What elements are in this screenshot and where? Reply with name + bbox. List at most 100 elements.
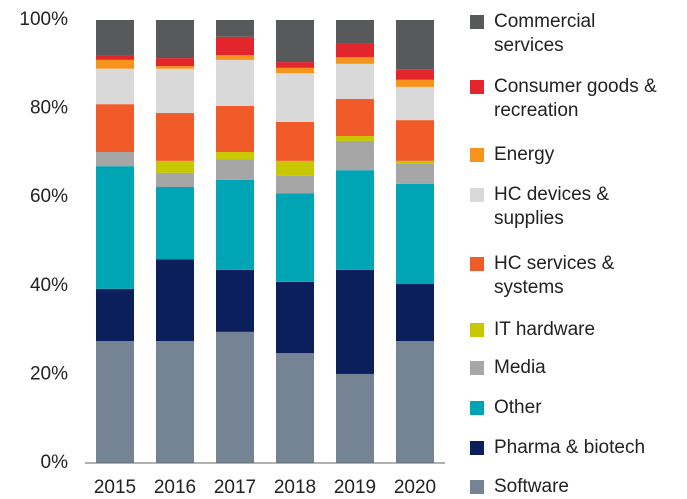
bar-segment bbox=[276, 67, 314, 74]
legend-swatch bbox=[470, 361, 484, 375]
bar-segment bbox=[336, 43, 374, 58]
bar-segment bbox=[276, 160, 314, 176]
y-tick-label: 0% bbox=[41, 452, 69, 473]
bar-segment bbox=[96, 59, 134, 69]
bar-segment bbox=[396, 163, 434, 184]
bar-segment bbox=[96, 341, 134, 463]
legend-swatch bbox=[470, 480, 484, 494]
bar-segment bbox=[216, 179, 254, 270]
bar-segment bbox=[216, 54, 254, 60]
bar-segment bbox=[276, 121, 314, 161]
bar-segment bbox=[396, 20, 434, 70]
x-tick-label: 2015 bbox=[94, 477, 136, 498]
legend-item: Commercial services bbox=[470, 10, 666, 58]
bar-segment bbox=[396, 69, 434, 80]
legend-item: Pharma & biotech bbox=[470, 436, 666, 460]
legend-swatch bbox=[470, 15, 484, 29]
bar-segment bbox=[336, 269, 374, 374]
bar-segment bbox=[216, 269, 254, 332]
bar-segment bbox=[156, 20, 194, 59]
y-tick-label: 60% bbox=[30, 186, 68, 207]
y-tick-label: 100% bbox=[19, 9, 68, 30]
legend-label: Media bbox=[494, 357, 546, 378]
bar-segment bbox=[276, 193, 314, 282]
bar-segment bbox=[216, 331, 254, 463]
bar-segment bbox=[396, 341, 434, 463]
legend-label: HC services & systems bbox=[494, 253, 615, 298]
bar-segment bbox=[396, 183, 434, 285]
legend-item: IT hardware bbox=[470, 318, 666, 342]
bar-segment bbox=[156, 341, 194, 463]
bar-segment bbox=[336, 140, 374, 171]
x-tick-label: 2016 bbox=[154, 477, 196, 498]
bar-segment bbox=[216, 105, 254, 153]
bar-segment bbox=[276, 62, 314, 68]
legend-label: HC devices & supplies bbox=[494, 184, 610, 229]
legend-item: Energy bbox=[470, 143, 666, 167]
bar-segment bbox=[276, 20, 314, 63]
bar-segment bbox=[96, 20, 134, 56]
bar-segment bbox=[396, 120, 434, 161]
bar-segment bbox=[96, 68, 134, 105]
legend-label: IT hardware bbox=[494, 319, 596, 340]
legend-label: Commercial services bbox=[494, 11, 596, 56]
bar-segment bbox=[396, 160, 434, 164]
legend-item: Software bbox=[470, 475, 666, 499]
bar-segment bbox=[336, 136, 374, 141]
bar-segment bbox=[216, 159, 254, 180]
bar-segment bbox=[156, 187, 194, 260]
legend-label: Pharma & biotech bbox=[494, 437, 646, 458]
legend-item: Consumer goods & recreation bbox=[470, 75, 666, 123]
legend-label: Software bbox=[494, 476, 569, 497]
legend-swatch bbox=[470, 257, 484, 271]
bar-segment bbox=[156, 259, 194, 342]
legend-label: Consumer goods & recreation bbox=[494, 76, 657, 121]
bar-segment bbox=[156, 160, 194, 173]
bar-segment bbox=[96, 288, 134, 342]
bar-segment bbox=[396, 86, 434, 121]
legend-item: Media bbox=[470, 356, 666, 380]
bar-segment bbox=[156, 68, 194, 114]
y-tick-label: 40% bbox=[30, 275, 68, 296]
x-tick-label: 2018 bbox=[274, 477, 316, 498]
bar-segment bbox=[156, 113, 194, 161]
bar-segment bbox=[156, 66, 194, 69]
x-tick-label: 2020 bbox=[394, 477, 436, 498]
bar-segment bbox=[156, 172, 194, 188]
bar-segment bbox=[276, 73, 314, 122]
bar-segment bbox=[276, 353, 314, 463]
y-tick-label: 20% bbox=[30, 363, 68, 384]
legend-swatch bbox=[470, 188, 484, 202]
bar-segment bbox=[216, 36, 254, 55]
bar-segment bbox=[336, 170, 374, 270]
bar-segment bbox=[216, 152, 254, 160]
bar-segment bbox=[336, 63, 374, 99]
bar-segment bbox=[96, 104, 134, 153]
y-tick-label: 80% bbox=[30, 98, 68, 119]
bar-segment bbox=[396, 79, 434, 87]
legend-swatch bbox=[470, 148, 484, 162]
bar-segment bbox=[216, 59, 254, 106]
legend-swatch bbox=[470, 401, 484, 415]
bar-segment bbox=[216, 20, 254, 37]
legend-item: HC services & systems bbox=[470, 252, 666, 300]
bar-segment bbox=[336, 20, 374, 44]
plot: 0% 20% 40% 60% 80% 100% 2015 2016 2017 2018 2019 20… bbox=[19, 9, 445, 498]
legend-item: Other bbox=[470, 396, 666, 420]
x-tick-label: 2019 bbox=[334, 477, 376, 498]
bar-segment bbox=[336, 373, 374, 463]
legend-swatch bbox=[470, 80, 484, 94]
bar-segment bbox=[336, 57, 374, 64]
x-tick-label: 2017 bbox=[214, 477, 256, 498]
bar-segment bbox=[276, 281, 314, 354]
bar-segment bbox=[96, 55, 134, 60]
legend-swatch bbox=[470, 441, 484, 455]
bar-segment bbox=[96, 152, 134, 167]
legend-swatch bbox=[470, 323, 484, 337]
bar-segment bbox=[96, 166, 134, 289]
bar-segment bbox=[336, 98, 374, 137]
bar-segment bbox=[396, 284, 434, 342]
legend-label: Other bbox=[494, 397, 542, 418]
bar-segment bbox=[156, 58, 194, 67]
